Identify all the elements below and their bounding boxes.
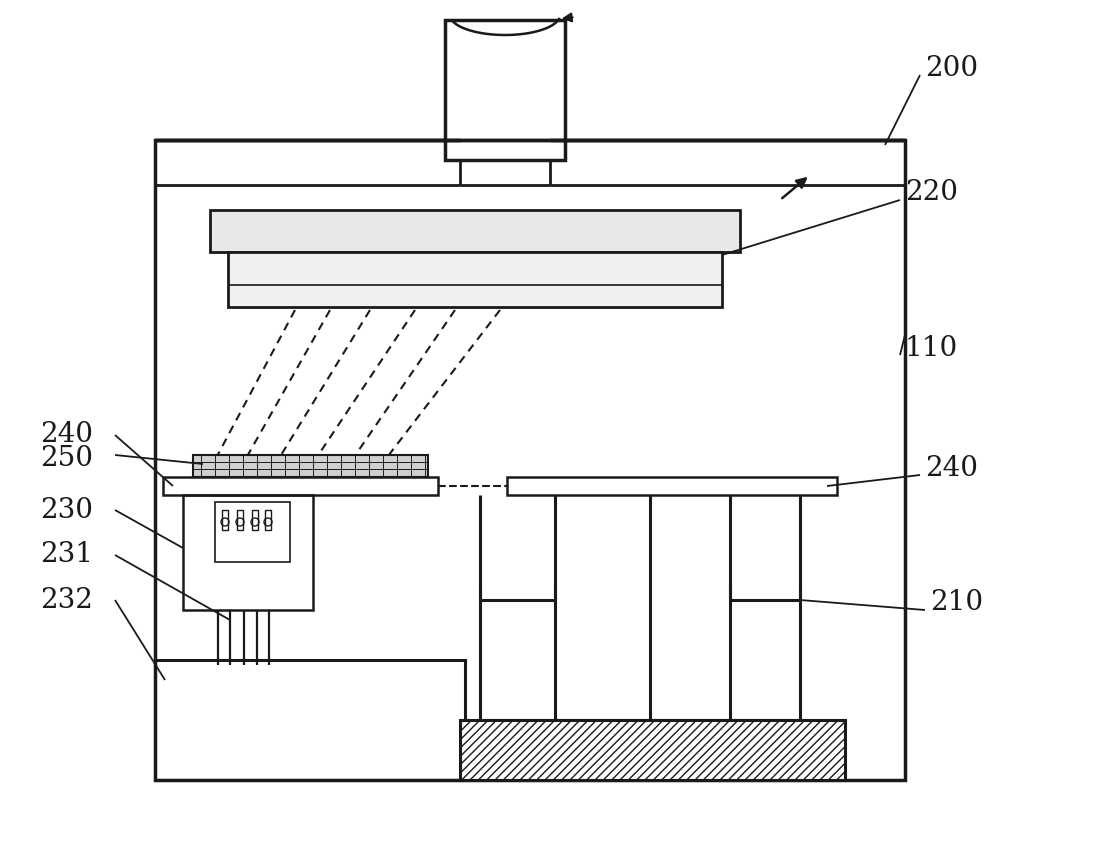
- Bar: [193, 455, 428, 477]
- Bar: [228, 252, 722, 307]
- Text: 231: 231: [40, 541, 93, 569]
- Bar: [163, 477, 438, 495]
- Bar: [507, 477, 837, 495]
- Bar: [183, 495, 313, 610]
- Text: 210: 210: [930, 589, 983, 617]
- Text: 250: 250: [40, 444, 93, 472]
- Text: 230: 230: [40, 497, 93, 523]
- Bar: [222, 510, 228, 530]
- Bar: [155, 140, 905, 780]
- Bar: [252, 510, 258, 530]
- Bar: [460, 720, 845, 780]
- Bar: [155, 660, 465, 780]
- Text: 220: 220: [905, 179, 957, 207]
- Text: 110: 110: [905, 335, 959, 361]
- Bar: [237, 510, 243, 530]
- Bar: [265, 510, 271, 530]
- Bar: [210, 210, 740, 252]
- Bar: [445, 20, 565, 160]
- Text: 240: 240: [40, 421, 93, 449]
- Text: 240: 240: [925, 455, 978, 481]
- Bar: [215, 502, 290, 562]
- Text: 200: 200: [925, 55, 978, 82]
- Text: 232: 232: [40, 587, 93, 613]
